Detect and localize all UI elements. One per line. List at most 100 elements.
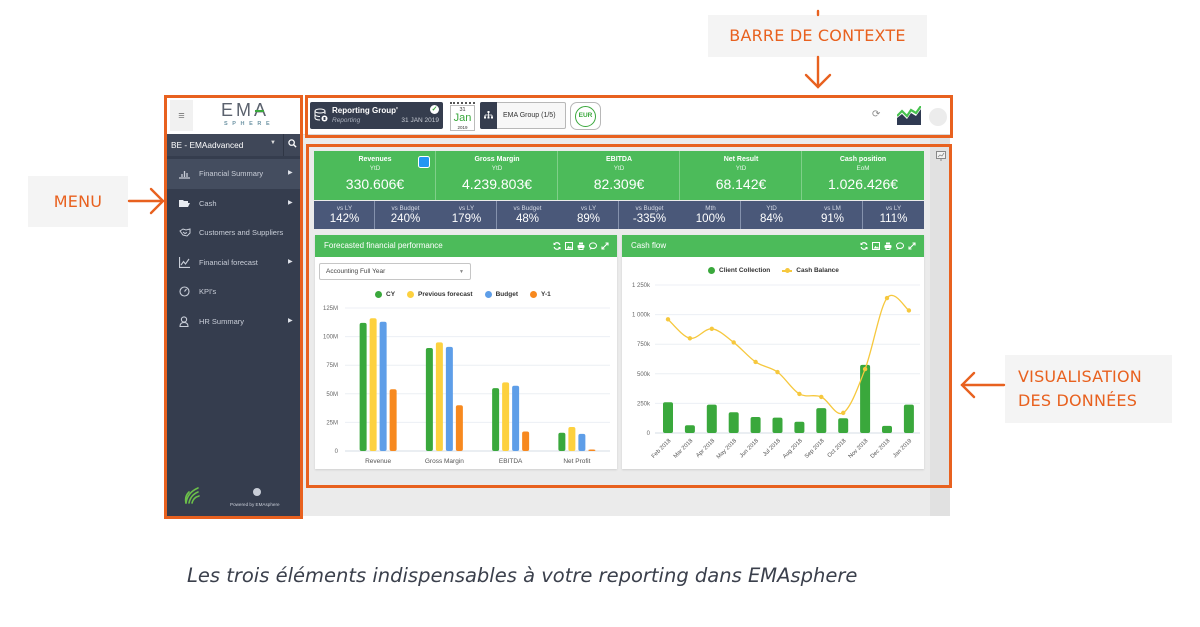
folder-open-icon: [179, 199, 190, 207]
expand-icon[interactable]: [908, 242, 916, 250]
bar[interactable]: [903, 404, 914, 433]
y-tick-label: 75M: [326, 363, 338, 369]
sidebar-item-financial-forecast[interactable]: Financial forecast ▶: [167, 248, 301, 278]
entity-select[interactable]: BE - EMAadvanced ▼: [167, 134, 301, 156]
search-button[interactable]: [288, 139, 297, 150]
comment-icon[interactable]: [589, 242, 597, 250]
presentation-chart-icon[interactable]: [936, 151, 946, 161]
bar[interactable]: [379, 321, 387, 451]
user-avatar[interactable]: [929, 108, 947, 126]
comment-icon[interactable]: [896, 242, 904, 250]
kpi-tile-gross-margin[interactable]: Gross Margin YtD 4.239.803€ vs LY 179% vs…: [436, 151, 558, 229]
bar[interactable]: [684, 425, 695, 433]
y-tick-label: 125M: [323, 306, 338, 312]
logo-text: EMA: [221, 100, 270, 120]
line-point[interactable]: [753, 359, 758, 365]
legend-item[interactable]: Budget: [484, 291, 518, 298]
legend-item[interactable]: Y-1: [529, 291, 551, 298]
kpi-tile-net-result[interactable]: Net Result YtD 68.142€ Mth 100% YtD 84%: [680, 151, 802, 229]
panel-title: Forecasted financial performance: [324, 241, 443, 250]
line-point[interactable]: [775, 369, 780, 375]
reporting-group-card[interactable]: Reporting Group' Reporting 31 JAN 2019 ✓: [310, 102, 443, 129]
y-tick-label: 500k: [637, 372, 651, 378]
x-month-label: Jan 2019: [892, 438, 913, 459]
sidebar-item-financial-summary[interactable]: Financial Summary ▶: [167, 159, 301, 189]
legend-item[interactable]: Previous forecast: [407, 291, 473, 298]
bar[interactable]: [455, 405, 463, 451]
bar[interactable]: [838, 418, 849, 433]
line-point[interactable]: [665, 317, 671, 322]
bar[interactable]: [860, 364, 871, 433]
bar[interactable]: [794, 421, 805, 433]
line-point[interactable]: [906, 308, 912, 313]
bar[interactable]: [772, 417, 783, 433]
kpi-tile-revenues[interactable]: Revenues YtD 330.606€ vs LY 142% vs Budge…: [314, 151, 436, 229]
image-export-icon[interactable]: [872, 242, 880, 250]
bar[interactable]: [435, 342, 443, 451]
entity-group-button[interactable]: EMA Group (1/5): [480, 102, 566, 129]
bar[interactable]: [492, 388, 500, 451]
sync-icon[interactable]: [860, 242, 868, 250]
sidebar-item-label: HR Summary: [199, 316, 245, 326]
line-point[interactable]: [731, 340, 736, 345]
currency-button[interactable]: EUR: [570, 102, 601, 130]
sync-icon[interactable]: [553, 242, 561, 250]
line-point[interactable]: [884, 295, 890, 301]
kpi-tile-ebitda[interactable]: EBITDA YtD 82.309€ vs LY 89% vs Budget -33…: [558, 151, 680, 229]
bar[interactable]: [512, 385, 520, 451]
sidebar-item-hr-summary[interactable]: HR Summary ▶: [167, 307, 301, 337]
period-dropdown[interactable]: Accounting Full Year ▼: [319, 263, 471, 280]
bar[interactable]: [882, 425, 892, 433]
line-point[interactable]: [797, 391, 802, 397]
bar[interactable]: [389, 389, 397, 451]
kpi-comparisons: vs LY 89% vs Budget -335%: [558, 201, 680, 229]
brand-chart-icon[interactable]: [897, 106, 921, 125]
expand-icon[interactable]: [601, 242, 609, 250]
line-point[interactable]: [709, 326, 714, 332]
bar[interactable]: [750, 417, 761, 433]
sidebar-item-customers-suppliers[interactable]: Customers and Suppliers: [167, 218, 301, 248]
bar[interactable]: [369, 318, 377, 451]
bar[interactable]: [558, 432, 566, 451]
line-point[interactable]: [687, 336, 693, 341]
bar[interactable]: [663, 402, 673, 433]
bar[interactable]: [502, 382, 510, 451]
bar[interactable]: [359, 322, 367, 451]
sidebar-item-kpis[interactable]: KPI's: [167, 277, 301, 307]
globe-icon[interactable]: [253, 488, 261, 496]
y-tick-label: 0: [335, 449, 339, 455]
bar[interactable]: [445, 346, 453, 451]
print-icon[interactable]: [884, 242, 892, 250]
kpi-tile-cash-position[interactable]: Cash position EoM 1.026.426€ vs LM 91% vs…: [802, 151, 924, 229]
legend-item[interactable]: Client Collection: [708, 267, 770, 274]
print-icon[interactable]: [577, 242, 585, 250]
refresh-icon[interactable]: ⟳: [872, 109, 881, 120]
bar[interactable]: [816, 408, 827, 433]
kpi-period: YtD: [369, 165, 381, 172]
legend-item[interactable]: Cash Balance: [782, 267, 839, 274]
x-month-label: Dec 2018: [870, 438, 892, 460]
line-point[interactable]: [862, 366, 868, 372]
line-point[interactable]: [841, 410, 846, 416]
period-calendar-button[interactable]: 31 Jan 2019: [450, 102, 475, 131]
bar[interactable]: [568, 426, 576, 451]
kpi-main: Revenues YtD 330.606€: [314, 151, 436, 200]
bar[interactable]: [522, 431, 530, 451]
scrollbar[interactable]: [930, 137, 950, 516]
line-point[interactable]: [819, 394, 824, 400]
bar[interactable]: [706, 404, 717, 433]
kpi-sub-value: 100%: [695, 213, 726, 225]
bar[interactable]: [425, 348, 433, 451]
hamburger-button[interactable]: ≡: [170, 100, 193, 131]
kpi-sub-value: 240%: [390, 213, 421, 225]
bar[interactable]: [588, 449, 596, 452]
selection-checkbox[interactable]: [418, 156, 430, 168]
image-export-icon[interactable]: [565, 242, 573, 250]
bar[interactable]: [578, 433, 586, 451]
bar[interactable]: [728, 412, 739, 433]
gauge-icon: [179, 286, 190, 297]
caption: Les trois éléments indispensables à votr…: [187, 564, 858, 587]
legend-item[interactable]: CY: [375, 291, 395, 298]
sidebar-item-cash[interactable]: Cash ▶: [167, 189, 301, 219]
kpi-sub: vs Budget 240%: [375, 201, 436, 229]
